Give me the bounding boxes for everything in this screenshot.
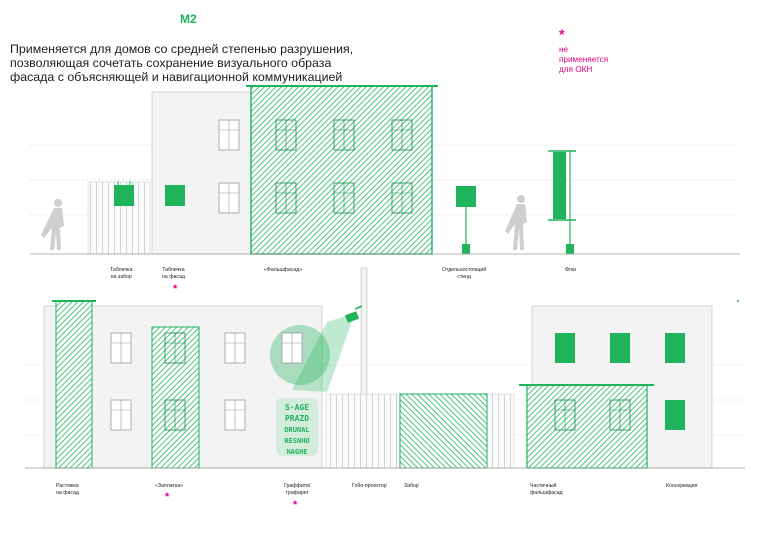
label-line: Граффити/ (284, 483, 311, 489)
gobo-projector (344, 305, 363, 323)
flag (548, 150, 576, 254)
fence-panel (399, 393, 488, 469)
label-gobo: Гобо-проектор (352, 483, 387, 490)
label-standalone-stand: Отдельностоящий стенд (442, 267, 486, 280)
label-line: Частичный (530, 483, 557, 489)
label-line: фальшфасад (530, 489, 563, 496)
note-line: для ОКН (559, 65, 593, 74)
label-facade-sign: Табличка на фасад (162, 267, 185, 280)
label-line: Консервация (666, 483, 698, 489)
label-partial-facade: Частичный фальшфасад (530, 483, 563, 496)
label-line: «Фальшфасад» (264, 267, 303, 273)
intro-line: Применяется для домов со средней степень… (10, 42, 354, 56)
conserved-window (665, 400, 685, 430)
conserved-window (555, 333, 575, 363)
asterisk-marker: * (293, 499, 298, 511)
label-line: на забор (110, 273, 132, 280)
method-code: М2 (180, 12, 197, 26)
asterisk-marker: * (173, 283, 178, 295)
person-right-icon (505, 195, 527, 250)
label-line: Табличка (162, 267, 185, 273)
label-fake-facade: «Фальшфасад» (264, 267, 302, 274)
not-applicable-note: не применяется для ОКН (559, 45, 629, 75)
graffiti-line: PRAZD (285, 414, 309, 423)
partial-fake-facade (526, 384, 648, 469)
label-patch: «Заплатка» (155, 483, 183, 490)
graffiti: S·AGE PRAZD DRUNAL RESNHO NAGHE (276, 398, 318, 456)
graffiti-line: RESNHO (284, 437, 309, 445)
label-facade-banner: Растяжка на фасад (56, 483, 79, 496)
label-flag: Флаг (565, 267, 577, 274)
label-line: на фасад (56, 489, 79, 496)
top-row-scene (30, 85, 740, 255)
facade-banner (55, 300, 93, 469)
label-line: стенд (457, 273, 471, 280)
label-conservation: Консервация (666, 483, 697, 490)
label-line: Табличка (110, 267, 133, 273)
conserved-window (665, 333, 685, 363)
note-line: применяется (559, 55, 609, 64)
note-asterisk: * (559, 26, 565, 42)
fake-facade (250, 85, 433, 255)
graffiti-line: NAGHE (286, 448, 307, 456)
label-line: «Заплатка» (155, 483, 184, 489)
label-graffiti: Граффити/ трафарет (284, 483, 310, 496)
patch-panel (151, 326, 200, 469)
label-line: Растяжка (56, 483, 79, 489)
label-line: Гобо-проектор (352, 483, 387, 489)
asterisk-marker: * (165, 491, 170, 503)
graffiti-line: DRUNAL (284, 426, 309, 434)
label-fence: Забор (404, 483, 419, 490)
facade-sign (165, 185, 185, 206)
standalone-stand (456, 186, 476, 254)
label-line: на фасад (162, 273, 185, 280)
intro-text: Применяется для домов со средней степень… (10, 42, 353, 84)
graffiti-line: S·AGE (285, 403, 309, 412)
label-line: Флаг (565, 267, 577, 273)
label-line: Отдельностоящий (442, 267, 487, 273)
fence-sign (114, 185, 134, 206)
intro-line: фасада с объясняющей и навигационной ком… (10, 70, 343, 84)
note-line: не (559, 45, 569, 54)
conserved-window (610, 333, 630, 363)
bottom-row-scene: S·AGE PRAZD DRUNAL RESNHO NAGHE (25, 267, 745, 469)
person-left-icon (41, 199, 64, 250)
label-fence-sign: Табличка на забор (110, 267, 132, 280)
label-line: трафарет (285, 489, 309, 496)
intro-line: позволяющая сочетать сохранение визуальн… (10, 56, 332, 70)
label-line: Забор (404, 483, 419, 489)
